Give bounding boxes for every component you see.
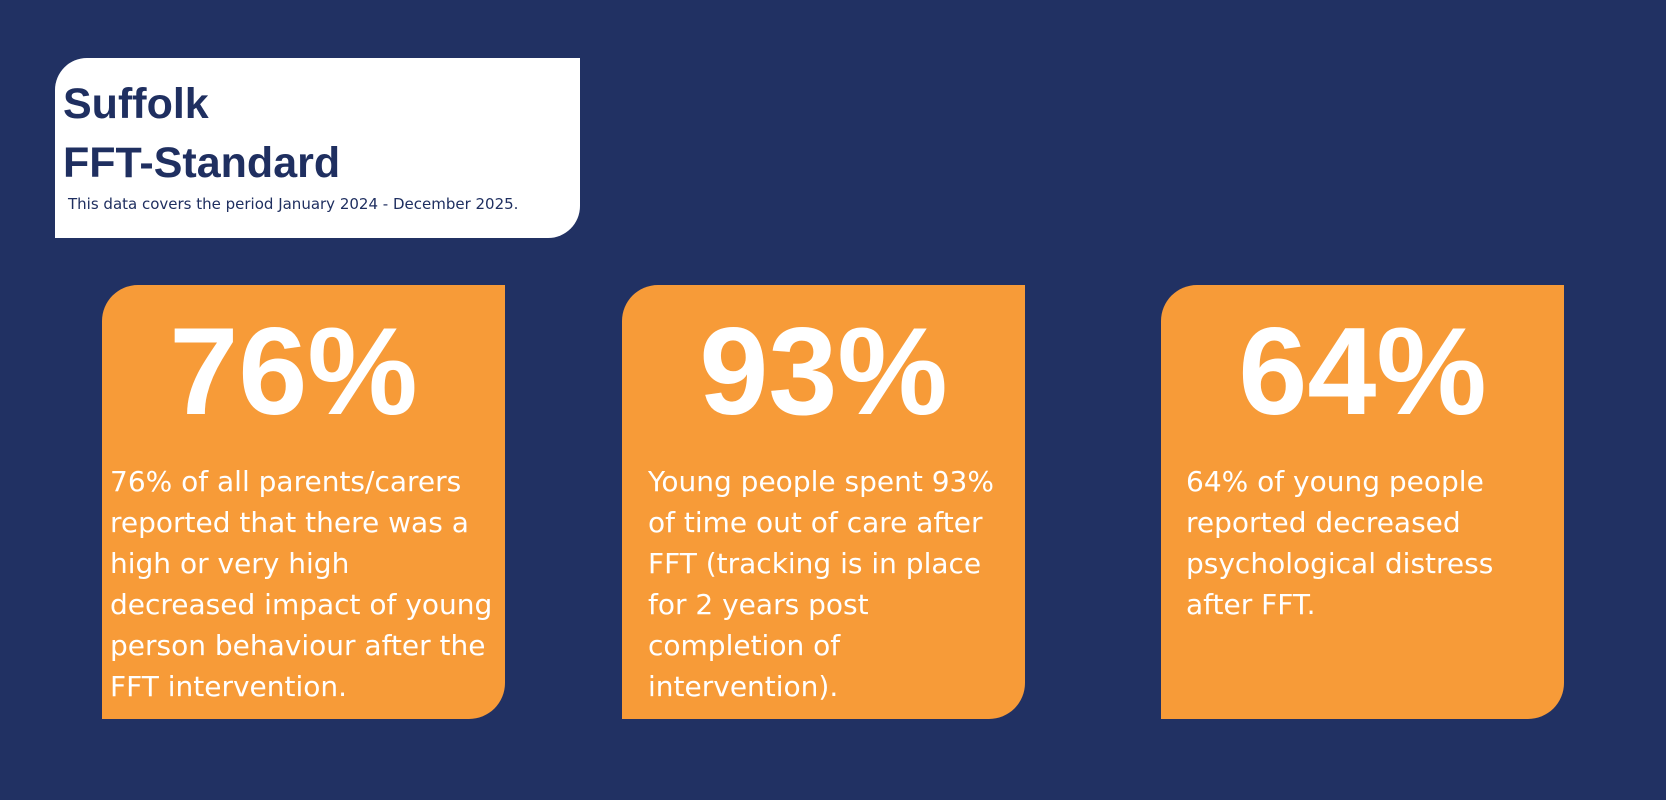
stat-card: 76% 76% of all parents/carers reported t… [102,285,505,719]
header-box: Suffolk FFT-Standard This data covers th… [55,58,580,238]
title: Suffolk [63,80,209,128]
stat-value: 76% [169,303,418,441]
stat-card: 93% Young people spent 93% of time out o… [622,285,1025,719]
stat-text: 76% of all parents/carers reported that … [110,465,493,703]
stat-text: 64% of young people reported decreased p… [1186,465,1494,621]
stat-card: 64% 64% of young people reported decreas… [1161,285,1564,719]
title: FFT-Standard [63,139,341,187]
subtitle: This data covers the period January 2024… [68,195,519,213]
stat-text: Young people spent 93% of time out of ca… [648,465,994,703]
stat-value: 93% [699,303,948,441]
stat-value: 64% [1238,303,1487,441]
